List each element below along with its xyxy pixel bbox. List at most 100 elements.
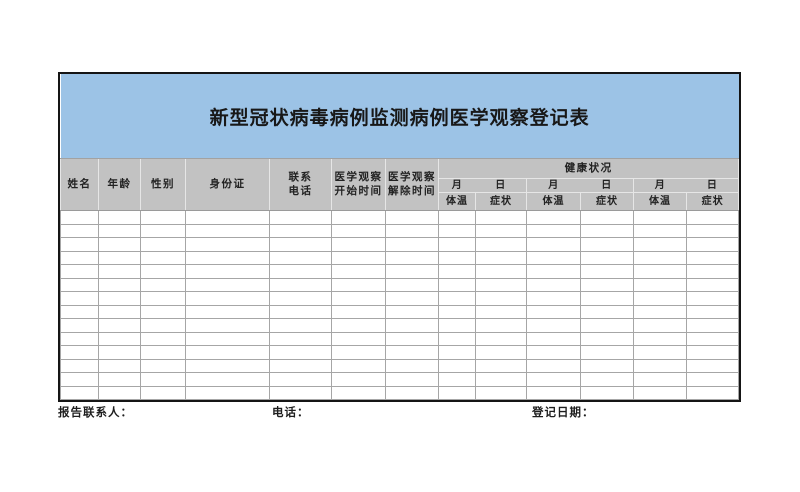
body-cell[interactable] xyxy=(331,318,386,333)
body-cell[interactable] xyxy=(185,385,270,400)
body-cell[interactable] xyxy=(269,277,332,292)
body-cell[interactable] xyxy=(331,385,386,400)
body-cell[interactable] xyxy=(60,223,99,238)
body-cell[interactable] xyxy=(185,250,270,265)
body-cell[interactable] xyxy=(633,277,687,292)
body-cell[interactable] xyxy=(331,304,386,319)
body-cell[interactable] xyxy=(140,385,186,400)
body-cell[interactable] xyxy=(331,223,386,238)
body-cell[interactable] xyxy=(438,358,476,373)
body-cell[interactable] xyxy=(685,358,740,373)
body-cell[interactable] xyxy=(526,237,581,252)
body-cell[interactable] xyxy=(475,358,527,373)
body-cell[interactable] xyxy=(475,385,527,400)
body-cell[interactable] xyxy=(685,304,740,319)
body-cell[interactable] xyxy=(438,291,476,306)
body-cell[interactable] xyxy=(475,345,527,360)
body-cell[interactable] xyxy=(685,264,740,279)
body-cell[interactable] xyxy=(633,358,687,373)
body-cell[interactable] xyxy=(580,372,634,387)
body-cell[interactable] xyxy=(685,210,740,225)
body-cell[interactable] xyxy=(98,277,141,292)
body-cell[interactable] xyxy=(98,318,141,333)
body-cell[interactable] xyxy=(526,345,581,360)
body-cell[interactable] xyxy=(580,210,634,225)
body-cell[interactable] xyxy=(140,264,186,279)
body-cell[interactable] xyxy=(385,237,439,252)
body-cell[interactable] xyxy=(331,277,386,292)
body-cell[interactable] xyxy=(140,291,186,306)
body-cell[interactable] xyxy=(633,385,687,400)
body-cell[interactable] xyxy=(385,358,439,373)
body-cell[interactable] xyxy=(98,291,141,306)
body-cell[interactable] xyxy=(685,277,740,292)
body-cell[interactable] xyxy=(331,210,386,225)
body-cell[interactable] xyxy=(140,345,186,360)
body-cell[interactable] xyxy=(685,372,740,387)
body-cell[interactable] xyxy=(331,372,386,387)
body-cell[interactable] xyxy=(269,372,332,387)
body-cell[interactable] xyxy=(60,264,99,279)
body-cell[interactable] xyxy=(685,385,740,400)
body-cell[interactable] xyxy=(438,223,476,238)
body-cell[interactable] xyxy=(60,358,99,373)
body-cell[interactable] xyxy=(438,237,476,252)
body-cell[interactable] xyxy=(269,345,332,360)
body-cell[interactable] xyxy=(269,318,332,333)
body-cell[interactable] xyxy=(185,210,270,225)
body-cell[interactable] xyxy=(526,291,581,306)
body-cell[interactable] xyxy=(633,250,687,265)
body-cell[interactable] xyxy=(385,277,439,292)
body-cell[interactable] xyxy=(269,291,332,306)
body-cell[interactable] xyxy=(60,372,99,387)
body-cell[interactable] xyxy=(475,304,527,319)
body-cell[interactable] xyxy=(140,372,186,387)
body-cell[interactable] xyxy=(140,250,186,265)
body-cell[interactable] xyxy=(526,264,581,279)
body-cell[interactable] xyxy=(269,250,332,265)
body-cell[interactable] xyxy=(60,304,99,319)
body-cell[interactable] xyxy=(385,223,439,238)
body-cell[interactable] xyxy=(185,291,270,306)
body-cell[interactable] xyxy=(98,264,141,279)
body-cell[interactable] xyxy=(475,210,527,225)
body-cell[interactable] xyxy=(331,291,386,306)
body-cell[interactable] xyxy=(633,318,687,333)
body-cell[interactable] xyxy=(633,210,687,225)
body-cell[interactable] xyxy=(60,237,99,252)
body-cell[interactable] xyxy=(438,345,476,360)
body-cell[interactable] xyxy=(98,210,141,225)
body-cell[interactable] xyxy=(526,304,581,319)
body-cell[interactable] xyxy=(60,291,99,306)
body-cell[interactable] xyxy=(60,345,99,360)
body-cell[interactable] xyxy=(60,331,99,346)
body-cell[interactable] xyxy=(685,318,740,333)
body-cell[interactable] xyxy=(633,237,687,252)
body-cell[interactable] xyxy=(269,237,332,252)
body-cell[interactable] xyxy=(331,264,386,279)
body-cell[interactable] xyxy=(60,318,99,333)
body-cell[interactable] xyxy=(185,223,270,238)
body-cell[interactable] xyxy=(185,358,270,373)
body-cell[interactable] xyxy=(685,237,740,252)
body-cell[interactable] xyxy=(60,385,99,400)
body-cell[interactable] xyxy=(526,331,581,346)
body-cell[interactable] xyxy=(98,358,141,373)
body-cell[interactable] xyxy=(633,291,687,306)
body-cell[interactable] xyxy=(580,237,634,252)
body-cell[interactable] xyxy=(185,237,270,252)
body-cell[interactable] xyxy=(269,223,332,238)
body-cell[interactable] xyxy=(475,264,527,279)
body-cell[interactable] xyxy=(526,210,581,225)
body-cell[interactable] xyxy=(269,264,332,279)
body-cell[interactable] xyxy=(98,304,141,319)
body-cell[interactable] xyxy=(526,318,581,333)
body-cell[interactable] xyxy=(438,250,476,265)
body-cell[interactable] xyxy=(331,358,386,373)
body-cell[interactable] xyxy=(475,237,527,252)
body-cell[interactable] xyxy=(140,223,186,238)
body-cell[interactable] xyxy=(140,304,186,319)
body-cell[interactable] xyxy=(438,318,476,333)
body-cell[interactable] xyxy=(526,385,581,400)
body-cell[interactable] xyxy=(475,277,527,292)
